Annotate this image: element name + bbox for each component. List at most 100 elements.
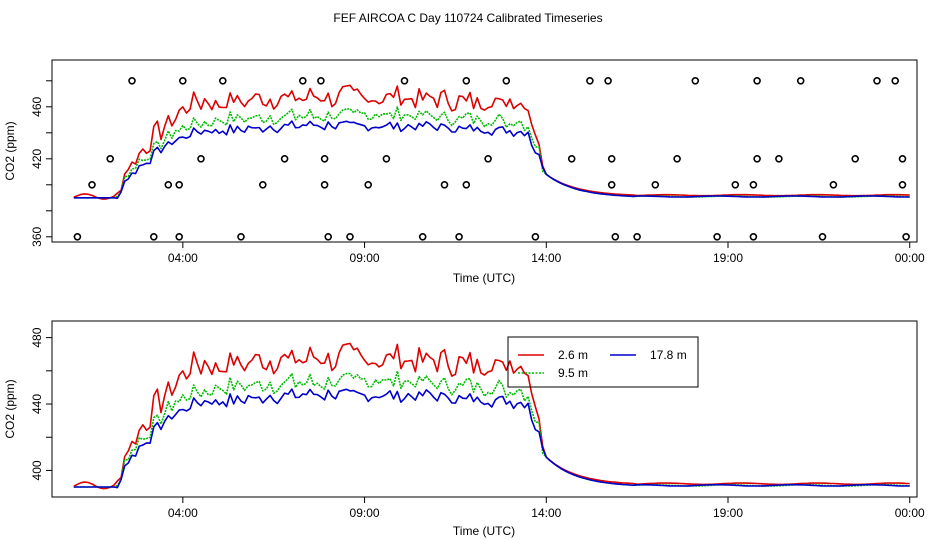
top-marker-group (73, 77, 910, 241)
bottom-y-axis: 400 440 480 (30, 327, 53, 480)
bottom-x-axis-label: Time (UTC) (453, 524, 515, 538)
top-marker-point (324, 233, 333, 241)
top-marker-point (604, 77, 612, 85)
top-x-axis: 04:00 09:00 14:00 19:00 00:00 (168, 241, 925, 265)
top-marker-point (891, 77, 900, 85)
top-marker-point (586, 77, 594, 85)
top-marker-point (873, 77, 881, 85)
top-marker-point (818, 233, 827, 241)
top-y-axis-label: CO2 (ppm) (3, 121, 17, 180)
top-x-tick-label: 09:00 (350, 251, 380, 265)
top-marker-point (691, 77, 700, 85)
top-marker-point (502, 77, 511, 85)
bottom-series-group (73, 342, 910, 490)
top-x-tick-label: 00:00 (895, 251, 925, 265)
figure-title: FEF AIRCOA C Day 110724 Calibrated Times… (333, 11, 602, 25)
top-plot-frame (51, 59, 918, 243)
top-marker-point (607, 155, 616, 163)
top-marker-point (531, 233, 540, 241)
legend: 2.6 m 17.8 m 9.5 m (507, 336, 699, 388)
top-marker-point (902, 233, 910, 241)
top-marker-point (175, 181, 183, 189)
top-marker-point (775, 155, 783, 163)
top-marker-point (346, 233, 354, 241)
top-marker-point (88, 181, 96, 189)
legend-box (507, 336, 699, 388)
top-marker-point (567, 155, 576, 163)
top-marker-point (455, 233, 463, 241)
top-marker-point (175, 233, 183, 241)
top-y-tick-label: 360 (30, 226, 44, 246)
top-marker-point (462, 181, 471, 189)
top-marker-point (382, 155, 391, 163)
bottom-y-tick-label: 440 (30, 394, 44, 414)
top-x-axis-label: Time (UTC) (453, 271, 515, 285)
top-marker-point (280, 155, 289, 163)
top-marker-point (796, 77, 805, 85)
top-x-tick-label: 14:00 (531, 251, 561, 265)
top-series-17-8-m (73, 120, 910, 199)
top-marker-point (317, 77, 325, 85)
bottom-y-tick-label: 400 (30, 460, 44, 480)
top-marker-point (673, 155, 681, 163)
top-marker-point (749, 233, 758, 241)
top-marker-point (462, 77, 471, 85)
bottom-y-tick-label: 480 (30, 327, 44, 347)
top-marker-point (851, 155, 860, 163)
bottom-series-9-5-m (73, 370, 910, 488)
top-series-group (73, 84, 910, 200)
top-marker-point (164, 181, 173, 189)
top-series-9-5-m (73, 106, 910, 199)
top-marker-point (106, 155, 114, 163)
top-marker-point (400, 77, 409, 85)
bottom-series-2-6-m (73, 342, 910, 490)
top-marker-point (898, 155, 907, 163)
top-marker-point (320, 155, 329, 163)
top-marker-point (179, 77, 187, 85)
top-marker-point (484, 155, 492, 163)
top-marker-point (651, 181, 660, 189)
bottom-x-tick-label: 00:00 (895, 506, 925, 520)
top-marker-point (364, 181, 373, 189)
top-marker-point (440, 181, 449, 189)
top-marker-point (829, 181, 838, 189)
top-marker-point (320, 181, 329, 189)
top-marker-point (731, 181, 740, 189)
top-marker-point (219, 77, 227, 85)
bottom-series-17-8-m (73, 388, 910, 489)
top-marker-point (298, 77, 307, 85)
bottom-x-axis: 04:00 09:00 14:00 19:00 00:00 (168, 496, 925, 520)
top-marker-point (749, 181, 758, 189)
top-marker-point (258, 181, 267, 189)
top-x-tick-label: 04:00 (168, 251, 198, 265)
bottom-x-tick-label: 19:00 (713, 506, 743, 520)
top-panel: 04:00 09:00 14:00 19:00 00:00 360 420 460 Time… (3, 59, 925, 285)
top-marker-point (418, 233, 427, 241)
top-y-tick-label: 460 (30, 96, 44, 116)
legend-label-9-5m: 9.5 m (558, 366, 588, 380)
top-marker-point (607, 181, 616, 189)
bottom-x-tick-label: 09:00 (350, 506, 380, 520)
top-y-tick-label: 420 (30, 148, 44, 168)
legend-label-2-6m: 2.6 m (558, 348, 588, 362)
top-marker-point (73, 233, 82, 241)
bottom-panel: 04:00 09:00 14:00 19:00 00:00 400 440 480 Time… (3, 320, 925, 538)
bottom-x-tick-label: 14:00 (531, 506, 561, 520)
legend-label-17-8m: 17.8 m (650, 348, 687, 362)
bottom-x-tick-label: 04:00 (168, 506, 198, 520)
bottom-y-axis-label: CO2 (ppm) (3, 379, 17, 438)
top-marker-point (898, 181, 907, 189)
top-x-tick-label: 19:00 (713, 251, 743, 265)
top-marker-point (753, 155, 761, 163)
top-marker-point (237, 233, 245, 241)
top-marker-point (611, 233, 620, 241)
top-marker-point (633, 233, 641, 241)
top-marker-point (128, 77, 136, 85)
top-marker-point (197, 155, 205, 163)
top-y-axis: 360 420 460 (30, 80, 53, 247)
top-series-2-6-m (73, 84, 910, 200)
top-marker-point (753, 77, 761, 85)
top-marker-point (150, 233, 158, 241)
top-marker-point (713, 233, 721, 241)
